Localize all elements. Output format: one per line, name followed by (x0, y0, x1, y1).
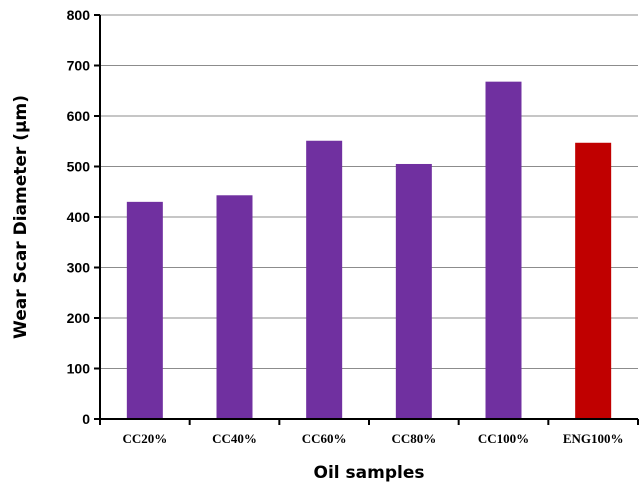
y-tick-label: 400 (67, 209, 91, 225)
x-tick-label: CC100% (478, 431, 529, 446)
x-tick-label: CC80% (391, 431, 436, 446)
y-tick-label: 800 (67, 7, 91, 23)
bar-eng100pct (575, 142, 612, 419)
bar-cc40pct (216, 195, 253, 419)
y-tick-label: 0 (82, 411, 90, 427)
bar-cc100pct (485, 81, 522, 419)
x-tick-labels: CC20% CC40% CC60% CC80% CC100% ENG100% (99, 419, 639, 446)
x-tick-label: CC40% (212, 431, 257, 446)
bar-cc20pct (126, 201, 163, 419)
y-tick-label: 100 (67, 361, 91, 377)
y-tick-label: 700 (67, 58, 91, 74)
y-tick-label: 500 (67, 159, 91, 175)
gridlines (100, 14, 638, 369)
x-axis-title: Oil samples (314, 463, 425, 483)
x-tick-label: CC60% (302, 431, 347, 446)
y-axis-title: Wear Scar Diameter (µm) (11, 95, 31, 339)
bar-cc60pct (306, 140, 343, 419)
x-tick-label: CC20% (122, 431, 167, 446)
y-tick-label: 600 (67, 108, 91, 124)
y-tick-label: 300 (67, 260, 91, 276)
bar-cc80pct (395, 163, 432, 419)
y-tick-labels: 0 100 200 300 400 500 600 700 800 (67, 7, 100, 427)
bars (126, 81, 612, 419)
x-tick-label: ENG100% (563, 431, 624, 446)
y-tick-label: 200 (67, 310, 91, 326)
